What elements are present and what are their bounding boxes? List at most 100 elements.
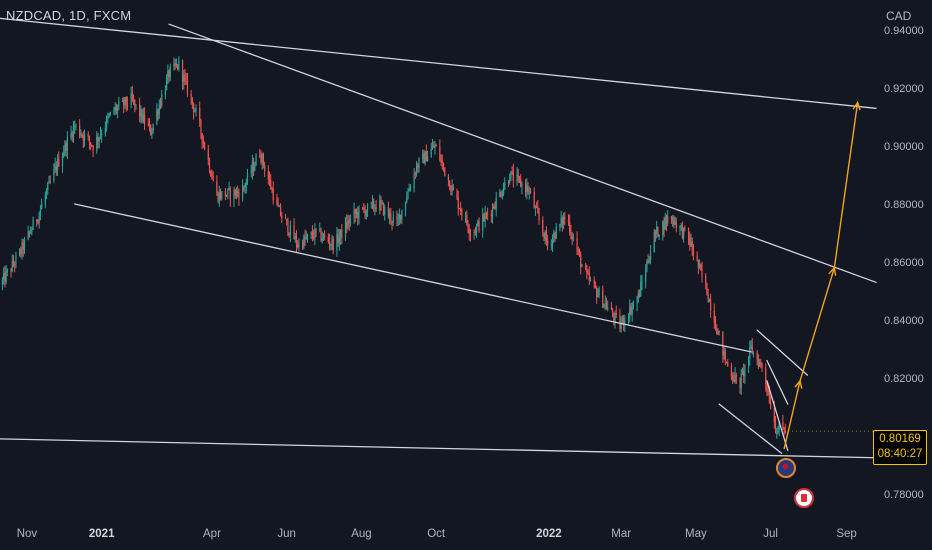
candle-body xyxy=(657,226,659,237)
candle-body xyxy=(550,244,552,246)
candle-body xyxy=(31,229,33,233)
candle-body xyxy=(404,202,407,210)
candle-body xyxy=(761,363,763,369)
candle-body xyxy=(341,229,343,238)
candle-body xyxy=(338,237,340,244)
candle-body xyxy=(320,228,322,241)
candle-body xyxy=(298,242,300,248)
candle-body xyxy=(571,234,573,239)
x-tick-label: Oct xyxy=(427,528,446,540)
x-tick-label: Sep xyxy=(836,528,856,540)
candle-body xyxy=(174,62,176,66)
candle-body xyxy=(716,329,718,335)
candle-body xyxy=(332,238,334,251)
candle-body xyxy=(423,153,425,164)
candle-body xyxy=(760,362,762,364)
y-tick-label: 0.84000 xyxy=(884,315,924,327)
candle-body xyxy=(30,232,32,234)
candle-body xyxy=(56,158,59,171)
candle-body xyxy=(221,191,223,199)
cad-flag-icon[interactable] xyxy=(794,488,814,508)
wedge-lower-line xyxy=(718,403,783,455)
candle-body xyxy=(184,74,186,79)
candle-body xyxy=(567,218,570,223)
candle-body xyxy=(483,214,485,221)
candle-body xyxy=(620,323,622,329)
candle-body xyxy=(517,174,519,177)
candle-body xyxy=(619,314,621,329)
symbol-title[interactable]: NZDCAD, 1D, FXCM xyxy=(6,8,132,23)
candle-body xyxy=(577,250,579,252)
candle-body xyxy=(487,213,489,215)
candle-body xyxy=(202,142,204,144)
candle-body xyxy=(627,318,630,321)
candle-body xyxy=(710,299,712,311)
candle-body xyxy=(757,359,759,367)
candle-body xyxy=(478,221,480,231)
candle-body xyxy=(65,143,67,152)
candle-body xyxy=(767,390,769,393)
candle-body xyxy=(294,236,296,240)
candle-body xyxy=(439,146,441,161)
y-tick-label: 0.92000 xyxy=(884,83,924,95)
candle-body xyxy=(303,236,305,248)
candle-body xyxy=(27,231,29,240)
candle-body xyxy=(53,168,55,181)
candle-body xyxy=(227,188,229,196)
candle-body xyxy=(774,422,777,434)
candle-body xyxy=(250,171,252,173)
projection-arrow-icon xyxy=(852,100,861,111)
candle-body xyxy=(696,255,698,260)
candle-body xyxy=(287,220,289,234)
candle-body xyxy=(537,207,539,213)
candle-body xyxy=(4,272,6,282)
candle-body xyxy=(473,231,475,234)
projection-line xyxy=(833,102,859,268)
candle-body xyxy=(500,192,502,197)
candle-body xyxy=(611,309,614,316)
candle-body xyxy=(373,201,375,209)
nzd-flag-icon[interactable] xyxy=(776,458,796,478)
candle-body xyxy=(6,269,8,272)
candle-body xyxy=(603,304,605,308)
candle-body xyxy=(322,234,325,239)
candle-body xyxy=(178,60,180,70)
y-tick-label: 0.90000 xyxy=(884,141,924,153)
candle-body xyxy=(268,179,271,181)
candle-body xyxy=(491,206,494,217)
candle-body xyxy=(526,185,528,193)
candle-body xyxy=(156,110,158,124)
candle-body xyxy=(244,186,246,188)
candle-body xyxy=(241,186,244,199)
candles xyxy=(1,56,786,439)
candle-body xyxy=(366,203,369,212)
candle-body xyxy=(680,225,682,227)
candle-body xyxy=(641,281,643,283)
candle-body xyxy=(183,74,185,82)
candle-body xyxy=(521,183,523,187)
candle-body xyxy=(302,242,304,248)
candle-body xyxy=(374,207,376,209)
x-tick-label: Jun xyxy=(277,528,296,540)
candle-body xyxy=(430,148,432,157)
candle-body xyxy=(675,222,677,228)
candle-body xyxy=(90,142,92,146)
candle-body xyxy=(414,173,416,175)
candle-body xyxy=(157,110,159,115)
candle-body xyxy=(698,264,701,268)
candle-body xyxy=(646,261,648,272)
candle-body xyxy=(321,238,323,241)
candle-body xyxy=(706,283,708,296)
candle-body xyxy=(739,377,741,388)
candle-body xyxy=(270,180,272,189)
candle-body xyxy=(99,134,102,138)
candle-body xyxy=(49,180,51,182)
candle-body xyxy=(234,189,236,196)
candle-body xyxy=(109,112,111,116)
candle-body xyxy=(441,160,443,163)
candle-body xyxy=(621,318,623,324)
candle-body xyxy=(134,99,136,105)
candle-body xyxy=(261,154,263,163)
